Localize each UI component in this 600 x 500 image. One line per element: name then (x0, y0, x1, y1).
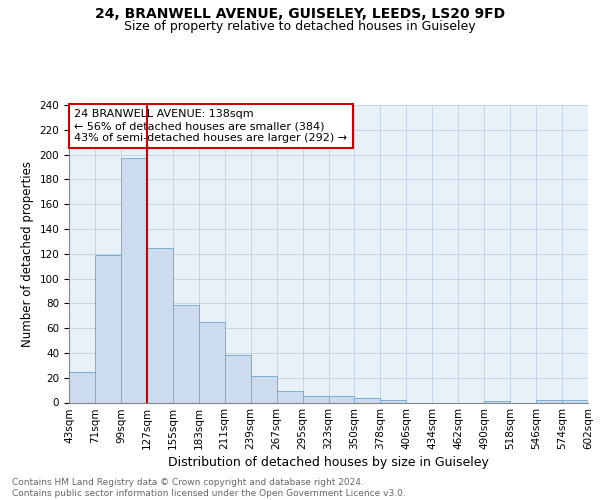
Bar (562, 400, 588, 402)
X-axis label: Distribution of detached houses by size in Guiseley: Distribution of detached houses by size … (168, 456, 489, 469)
Bar (225, 356, 251, 403)
Text: 24 BRANWELL AVENUE: 138sqm
← 56% of detached houses are smaller (384)
43% of sem: 24 BRANWELL AVENUE: 138sqm ← 56% of deta… (74, 110, 347, 142)
Bar (277, 392, 302, 402)
Bar (173, 304, 199, 402)
Text: 24, BRANWELL AVENUE, GUISELEY, LEEDS, LS20 9FD: 24, BRANWELL AVENUE, GUISELEY, LEEDS, LS… (95, 8, 505, 22)
Text: Size of property relative to detached houses in Guiseley: Size of property relative to detached ho… (124, 20, 476, 33)
Y-axis label: Number of detached properties: Number of detached properties (21, 161, 34, 347)
Bar (536, 400, 562, 402)
Text: Contains HM Land Registry data © Crown copyright and database right 2024.
Contai: Contains HM Land Registry data © Crown c… (12, 478, 406, 498)
Bar (329, 396, 355, 402)
Bar (69, 372, 95, 402)
Bar (355, 398, 380, 402)
Bar (199, 322, 224, 402)
Bar (147, 248, 173, 402)
Bar (95, 255, 121, 402)
Bar (121, 158, 147, 402)
Bar (302, 396, 329, 402)
Bar (251, 376, 277, 402)
Bar (380, 400, 406, 402)
